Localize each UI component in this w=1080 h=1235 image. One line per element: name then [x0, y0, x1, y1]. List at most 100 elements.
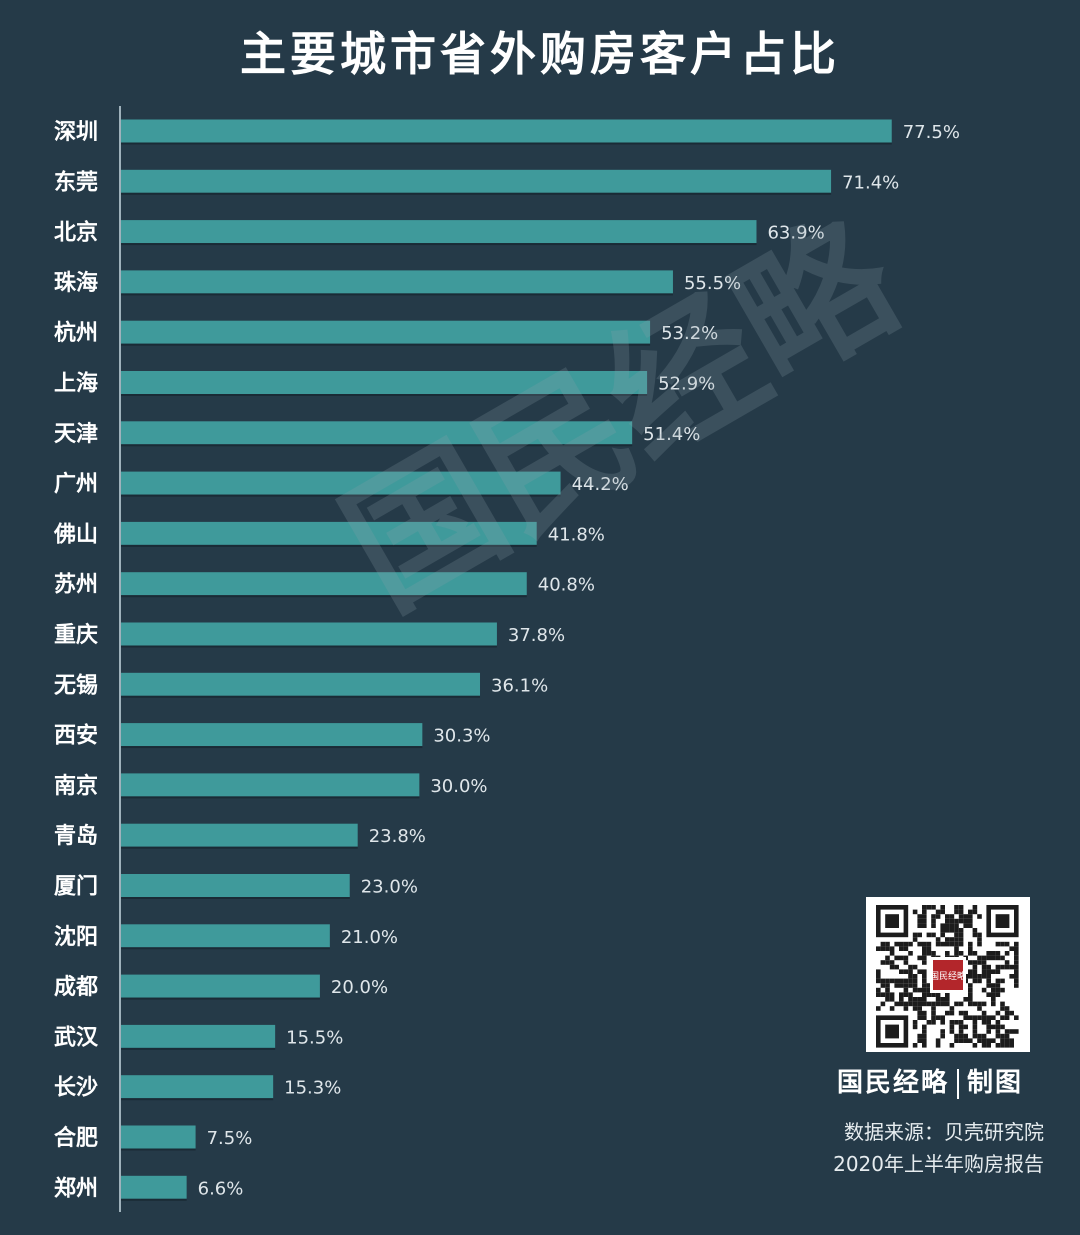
qr-logo-text: 国民经略: [930, 970, 966, 982]
qr-module: [922, 918, 927, 924]
qr-module: [912, 1024, 918, 1030]
qr-module: [995, 978, 1001, 984]
qr-module: [968, 1001, 973, 1007]
qr-module: [940, 941, 945, 947]
qr-module: [1000, 964, 1005, 970]
qr-module: [917, 1001, 922, 1007]
qr-module: [1009, 1043, 1014, 1048]
qr-module: [899, 969, 904, 974]
qr-module: [949, 1020, 955, 1025]
qr-module: [922, 1024, 927, 1030]
qr-module: [903, 983, 909, 988]
qr-module: [1000, 1038, 1005, 1043]
qr-module: [880, 978, 886, 984]
value-label: 44.2%: [572, 474, 629, 495]
qr-module: [949, 918, 955, 924]
qr-module: [922, 1029, 927, 1034]
qr-module: [917, 1006, 922, 1011]
category-label: 东莞: [54, 169, 98, 195]
qr-module: [917, 923, 922, 928]
qr-module: [986, 1029, 991, 1034]
qr-module: [954, 946, 959, 951]
bar-shadow: [121, 494, 561, 497]
bar-shadow: [121, 1148, 196, 1151]
qr-module: [945, 923, 950, 928]
qr-module: [912, 983, 918, 988]
qr-module: [912, 932, 918, 938]
qr-module: [926, 946, 932, 951]
qr-module: [935, 937, 941, 942]
qr-module: [963, 914, 968, 919]
qr-module: [889, 946, 895, 951]
qr-module: [1014, 941, 1019, 947]
qr-module: [935, 1001, 941, 1007]
qr-module: [917, 1015, 922, 1020]
qr-module: [958, 905, 964, 910]
qr-module: [1004, 941, 1010, 947]
qr-module: [931, 951, 936, 956]
qr-module: [940, 1029, 945, 1034]
qr-module: [931, 914, 936, 919]
qr-module: [1000, 1024, 1005, 1030]
qr-module: [908, 1001, 913, 1007]
qr-module: [885, 946, 890, 951]
qr-module: [912, 1043, 918, 1048]
qr-module: [945, 937, 950, 942]
qr-module: [1004, 1029, 1010, 1034]
qr-module: [885, 992, 890, 997]
bar: [121, 1125, 196, 1149]
qr-module: [963, 1010, 968, 1016]
qr-module: [954, 937, 959, 942]
qr-module: [935, 914, 941, 919]
qr-module: [935, 992, 941, 997]
qr-module: [949, 1043, 955, 1048]
bar: [121, 169, 832, 193]
qr-module: [981, 1015, 987, 1020]
value-label: 37.8%: [508, 625, 565, 646]
qr-finder-module: [885, 914, 899, 928]
qr-module: [922, 960, 927, 965]
qr-module: [958, 951, 964, 956]
qr-module: [912, 987, 918, 993]
qr-module: [912, 1006, 918, 1011]
qr-module: [949, 1024, 955, 1030]
qr-module: [972, 909, 978, 915]
qr-module: [968, 914, 973, 919]
bar-shadow: [121, 695, 481, 698]
qr-module: [991, 992, 996, 997]
qr-module: [991, 997, 996, 1002]
category-label: 珠海: [54, 270, 98, 296]
value-label: 15.5%: [286, 1027, 343, 1048]
qr-module: [995, 955, 1001, 961]
qr-module: [1014, 983, 1019, 988]
qr-module: [949, 928, 955, 933]
bar-shadow: [121, 846, 358, 849]
qr-module: [940, 909, 945, 915]
qr-module: [1000, 978, 1005, 984]
value-label: 71.4%: [842, 172, 899, 193]
qr-module: [1014, 978, 1019, 984]
qr-module: [968, 992, 973, 997]
bar: [121, 622, 497, 646]
qr-module: [949, 914, 955, 919]
qr-module: [972, 951, 978, 956]
qr-module: [908, 941, 913, 947]
qr-module: [912, 1001, 918, 1007]
qr-module: [945, 992, 950, 997]
qr-module: [986, 978, 991, 984]
qr-module: [931, 1020, 936, 1025]
category-label: 沈阳: [54, 925, 98, 950]
qr-module: [903, 955, 909, 961]
qr-module: [931, 905, 936, 910]
qr-module: [954, 1020, 959, 1025]
value-label: 21.0%: [341, 927, 398, 948]
qr-module: [1004, 1038, 1010, 1043]
qr-module: [908, 964, 913, 970]
qr-module: [1014, 951, 1019, 956]
bar-shadow: [121, 645, 497, 648]
bar-shadow: [121, 243, 757, 246]
qr-module: [912, 974, 918, 979]
qr-module: [1009, 1029, 1014, 1034]
qr-module: [954, 923, 959, 928]
qr-module: [940, 1015, 945, 1020]
